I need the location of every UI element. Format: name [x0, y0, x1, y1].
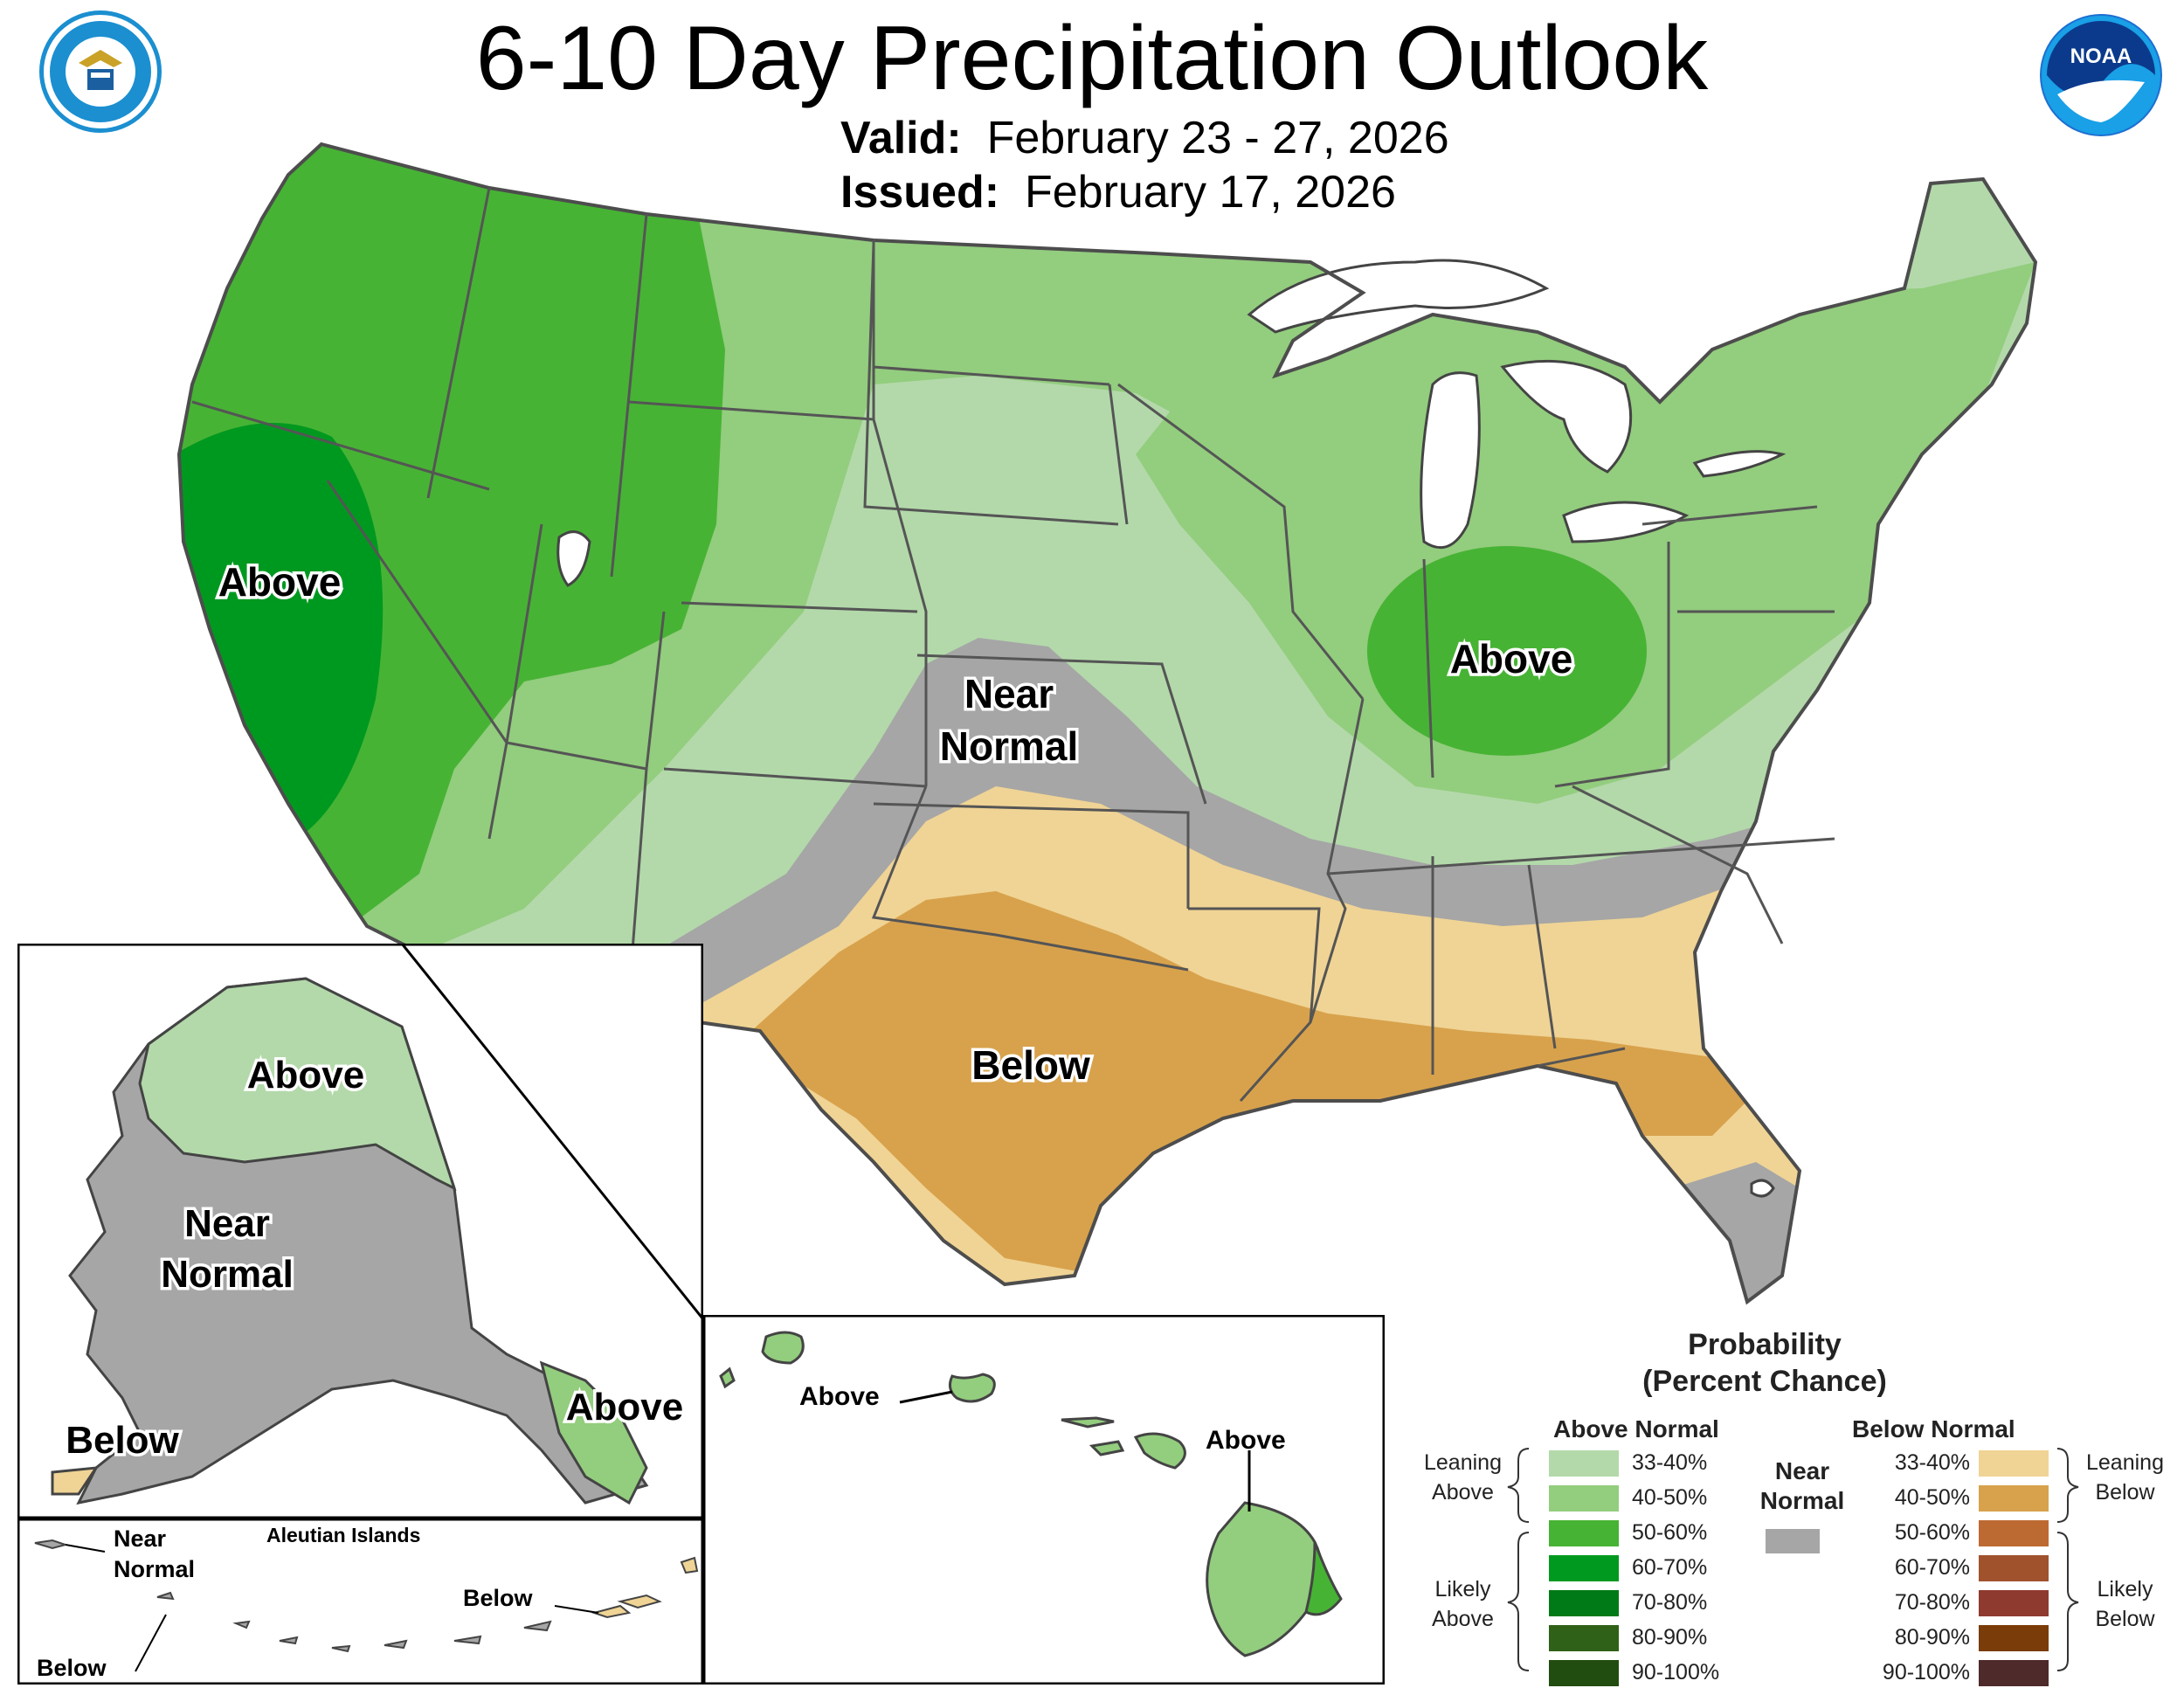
legend-brace-below [2056, 1448, 2079, 1671]
aleutian-near-2: Normal [114, 1556, 195, 1582]
conus-label-above-ohio: Above [1450, 636, 1573, 681]
alaska-label-near-2: Normal [161, 1253, 294, 1296]
legend-title-1: Probability [1688, 1328, 1842, 1361]
issued-label: Issued: [840, 167, 1000, 218]
aleutian-below-west: Below [37, 1655, 107, 1681]
great-salt-lake [556, 530, 591, 587]
legend-below-swatch-3 [1979, 1520, 2049, 1546]
legend-above-range-3: 50-60% [1632, 1520, 1708, 1545]
lake-okeechobee [1750, 1179, 1775, 1198]
legend-above-range-1: 33-40% [1632, 1450, 1708, 1475]
legend-above-swatch-3 [1549, 1520, 1619, 1546]
legend-likely-below-2: Below [2095, 1607, 2155, 1631]
legend-below-swatch-7 [1979, 1660, 2049, 1686]
valid-label: Valid: [840, 113, 962, 163]
alaska-below-region [51, 1466, 100, 1496]
legend-likely-above-1: Likely [1434, 1577, 1491, 1602]
legend-near-normal-swatch [1766, 1529, 1820, 1553]
legend-below-range-3: 50-60% [1894, 1520, 1970, 1545]
alaska-label-above-southeast: Above [566, 1386, 683, 1429]
legend-title-2: (Percent Chance) [1642, 1365, 1887, 1398]
big-island-likely-above-region [1304, 1541, 1343, 1616]
maui-island [1133, 1432, 1186, 1470]
niihau-island [719, 1366, 736, 1389]
alaska-label-above-north: Above [247, 1054, 364, 1097]
page-title: 6-10 Day Precipitation Outlook [475, 8, 1709, 109]
legend-leaning-below-2: Below [2095, 1480, 2155, 1505]
aleutian-islands-inset: Near Normal Aleutian Islands Below Below [17, 1519, 703, 1685]
legend-above-swatch-2 [1549, 1485, 1619, 1512]
aleutian-islands-title: Aleutian Islands [266, 1524, 420, 1546]
legend-below-range-5: 70-80% [1894, 1590, 1970, 1615]
legend-below-swatch-2 [1979, 1485, 2049, 1512]
likely-above-50-60-ohio-valley-region [1367, 546, 1647, 756]
legend-above-swatch-1 [1549, 1450, 1619, 1477]
legend-above-range-6: 80-90% [1632, 1625, 1708, 1650]
hawaii-label-above-left: Above [799, 1382, 880, 1411]
aleutian-near-1: Near [114, 1525, 167, 1552]
alaska-above-region [138, 977, 457, 1191]
legend-above-range-7: 90-100% [1632, 1660, 1720, 1685]
big-island [1206, 1501, 1324, 1657]
legend-above-swatch-4 [1549, 1555, 1619, 1581]
lanai-island [1089, 1440, 1125, 1456]
conus-label-above-west: Above [218, 559, 342, 605]
aleutian-below-islands [591, 1556, 699, 1619]
conus-label-near-normal-1: Near [964, 671, 1054, 716]
legend-above-range-5: 70-80% [1632, 1590, 1708, 1615]
legend-below-swatch-4 [1979, 1555, 2049, 1581]
legend-below-swatch-5 [1979, 1590, 2049, 1616]
legend-above-swatch-5 [1549, 1590, 1619, 1616]
alaska-inset: Above Near Normal Below Above [17, 944, 703, 1519]
leaning-below-40-50-region [751, 891, 1747, 1276]
legend-above-range-2: 40-50% [1632, 1485, 1708, 1510]
hawaii-inset: Above Above [703, 1315, 1385, 1685]
conus-outline [176, 142, 2038, 1305]
legend-below-range-2: 40-50% [1894, 1485, 1970, 1510]
legend-above-range-4: 60-70% [1632, 1555, 1708, 1580]
legend-leaning-above-2: Above [1432, 1480, 1494, 1505]
great-lakes [556, 259, 1787, 1198]
legend-likely-below-1: Likely [2097, 1577, 2153, 1602]
valid-line: Valid: February 23 - 27, 2026 [840, 112, 1449, 164]
issued-line: Issued: February 17, 2026 [840, 166, 1396, 218]
legend-below-swatch-1 [1979, 1450, 2049, 1477]
legend-below-header: Below Normal [1852, 1415, 2015, 1442]
legend-below-range-4: 60-70% [1894, 1555, 1970, 1580]
legend-above-header: Above Normal [1553, 1415, 1719, 1442]
commerce-seal-icon [39, 10, 162, 133]
issued-date: February 17, 2026 [1024, 167, 1396, 218]
aleutian-chain-islands [156, 1591, 552, 1653]
conus-label-near-normal-2: Normal [940, 723, 1078, 769]
kauai-island [761, 1331, 805, 1365]
legend-near-2: Normal [1759, 1487, 1845, 1514]
noaa-logo-icon: NOAA [2040, 14, 2162, 136]
legend-brace-above [1507, 1448, 1530, 1671]
aleutian-below-east: Below [463, 1585, 534, 1611]
legend-above-swatch-6 [1549, 1625, 1619, 1651]
alaska-label-near-1: Near [184, 1202, 270, 1245]
legend-below-swatch-6 [1979, 1625, 2049, 1651]
legend-below-range-7: 90-100% [1882, 1660, 1970, 1685]
legend-below-range-1: 33-40% [1894, 1450, 1970, 1475]
conus-label-below-south: Below [971, 1042, 1090, 1088]
hawaii-label-above-right: Above [1206, 1426, 1286, 1455]
near-normal-south-florida-region [1616, 1162, 1800, 1302]
legend-near-1: Near [1774, 1457, 1830, 1484]
legend-above-swatch-7 [1549, 1660, 1619, 1686]
alaska-label-below: Below [66, 1419, 179, 1462]
hawaii-islands [719, 1331, 1324, 1657]
valid-dates: February 23 - 27, 2026 [986, 113, 1449, 163]
legend-likely-above-2: Above [1432, 1607, 1494, 1631]
legend-leaning-below-1: Leaning [2086, 1450, 2164, 1475]
legend-below-range-6: 80-90% [1894, 1625, 1970, 1650]
oahu-island [948, 1373, 996, 1403]
noaa-logo-text: NOAA [2070, 45, 2132, 68]
legend-leaning-above-1: Leaning [1424, 1450, 1502, 1475]
alaska-above-southeast-region [539, 1360, 648, 1505]
molokai-island [1061, 1416, 1115, 1429]
